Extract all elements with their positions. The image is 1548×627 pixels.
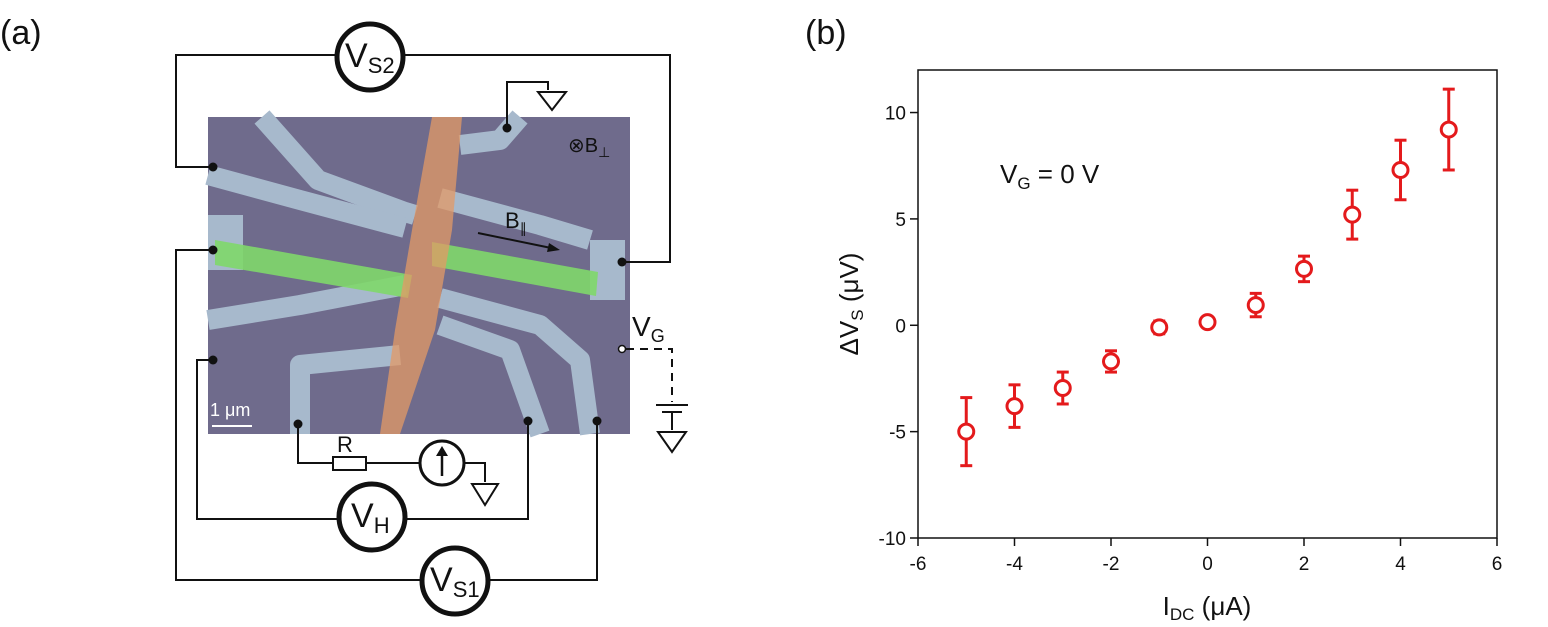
marker [1439, 120, 1458, 139]
meter-sub: S2 [368, 53, 395, 78]
gate-label: VG [632, 311, 665, 346]
annotation: VG = 0 V [1000, 159, 1100, 193]
x-tick-label: 0 [1202, 554, 1213, 575]
marker [1246, 296, 1265, 315]
x-tick-label: 6 [1492, 554, 1503, 575]
field-perp-label: ⊗B⊥ [568, 135, 610, 160]
plot-frame [917, 69, 1498, 539]
x-axis-label: IDC (μA) [1163, 591, 1252, 624]
marker [1391, 160, 1410, 179]
gate-symbol: V [632, 311, 651, 342]
y-tick-label: -10 [879, 529, 906, 550]
x-tick-label: 2 [1299, 554, 1310, 575]
annotation-rest: = 0 V [1031, 159, 1100, 189]
y-axis-label: ΔVS (μV) [834, 253, 867, 356]
meter-symbol: V [430, 561, 453, 599]
meter-label: VS2 [345, 37, 395, 78]
field-symbol: ⊗B [568, 135, 598, 157]
panel-label: (a) [0, 14, 42, 52]
x-label-main: I [1163, 591, 1170, 621]
marker [1150, 318, 1169, 337]
meter-sub: S1 [453, 577, 480, 602]
marker [1005, 397, 1024, 416]
meter-symbol: V [351, 497, 374, 535]
annotation-main: V [1000, 159, 1018, 189]
marker [1343, 205, 1362, 224]
panel-label: (b) [805, 14, 847, 52]
field-par-label: B∥ [505, 208, 527, 236]
micrograph: 1 μm ⊗B⊥ B∥ [205, 110, 630, 438]
marker [1102, 352, 1120, 371]
meter-sub: H [374, 513, 390, 538]
marker [957, 422, 976, 441]
field-sub: ⊥ [598, 144, 610, 160]
scale-bar-label: 1 μm [210, 400, 250, 420]
y-tick-label: 10 [885, 104, 906, 125]
x-label-rest: (μA) [1194, 591, 1251, 621]
field-sub: ∥ [520, 220, 527, 236]
y-label-sub: S [848, 309, 867, 320]
y-label-rest: (μV) [834, 253, 864, 310]
marker [1198, 313, 1217, 332]
field-symbol: B [505, 208, 520, 233]
y-tick-label: 0 [895, 316, 906, 337]
gate-sub: G [651, 326, 665, 346]
y-tick-label: 5 [895, 210, 906, 231]
x-tick-label: 4 [1395, 554, 1406, 575]
x-label-sub: DC [1170, 605, 1195, 624]
x-tick-label: -4 [1006, 554, 1023, 575]
resistor-label: R [337, 432, 353, 457]
x-tick-label: -2 [1103, 554, 1120, 575]
meter-label: VS1 [430, 561, 480, 602]
y-tick-label: -5 [889, 423, 906, 444]
circuit: VG R VS2 VH VS1 [175, 21, 688, 617]
x-tick-label: -6 [910, 554, 927, 575]
marker [1295, 259, 1313, 278]
marker [1053, 379, 1072, 398]
annotation-sub: G [1017, 174, 1030, 193]
meter-symbol: V [345, 37, 368, 75]
y-label-main: ΔV [834, 320, 864, 355]
meter-label: VH [351, 497, 390, 538]
